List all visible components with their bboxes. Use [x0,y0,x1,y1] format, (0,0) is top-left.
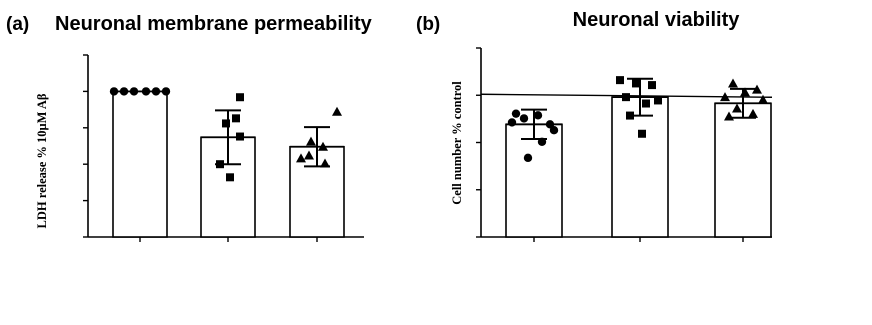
panel-a-label: (a) [6,14,29,35]
data-point [511,109,521,118]
data-point [732,103,742,113]
data-point [638,129,646,138]
bar [714,102,772,238]
panel-a-y-axis-label: LDH release % 10μM Aβ [35,93,49,228]
data-point [519,114,529,123]
bar [112,90,168,238]
panel-b-label: (b) [416,14,440,35]
data-point [616,76,624,85]
data-point [226,173,234,182]
data-point [648,81,656,90]
data-point [304,150,314,160]
data-point [306,136,316,146]
data-point [549,126,559,135]
data-point [332,106,342,116]
panel-b-title: Neuronal viability [573,9,741,31]
data-point [752,84,762,94]
bar [611,96,669,238]
bar [505,123,563,238]
data-point [758,94,768,104]
panel-b-y-axis-label: Cell number % control [450,81,464,205]
data-point [654,96,662,105]
data-point [232,114,240,123]
data-point [222,119,230,128]
panel-b: (b) Neuronal viability Cell number % con… [416,9,773,242]
panel-a-plot-area [83,54,364,242]
data-point [296,153,306,163]
data-point [748,108,758,118]
data-point [720,92,730,102]
data-point [320,158,330,168]
panel-b-plot-area [476,47,773,242]
data-point [523,153,533,163]
data-point [632,79,640,88]
data-point [728,78,738,88]
data-point [507,118,517,127]
panel-a-title: Neuronal membrane permeability [55,13,373,35]
data-point [236,93,244,102]
panel-a: (a) Neuronal membrane permeability LDH r… [6,13,373,242]
data-point [533,111,543,120]
data-point [642,99,650,108]
